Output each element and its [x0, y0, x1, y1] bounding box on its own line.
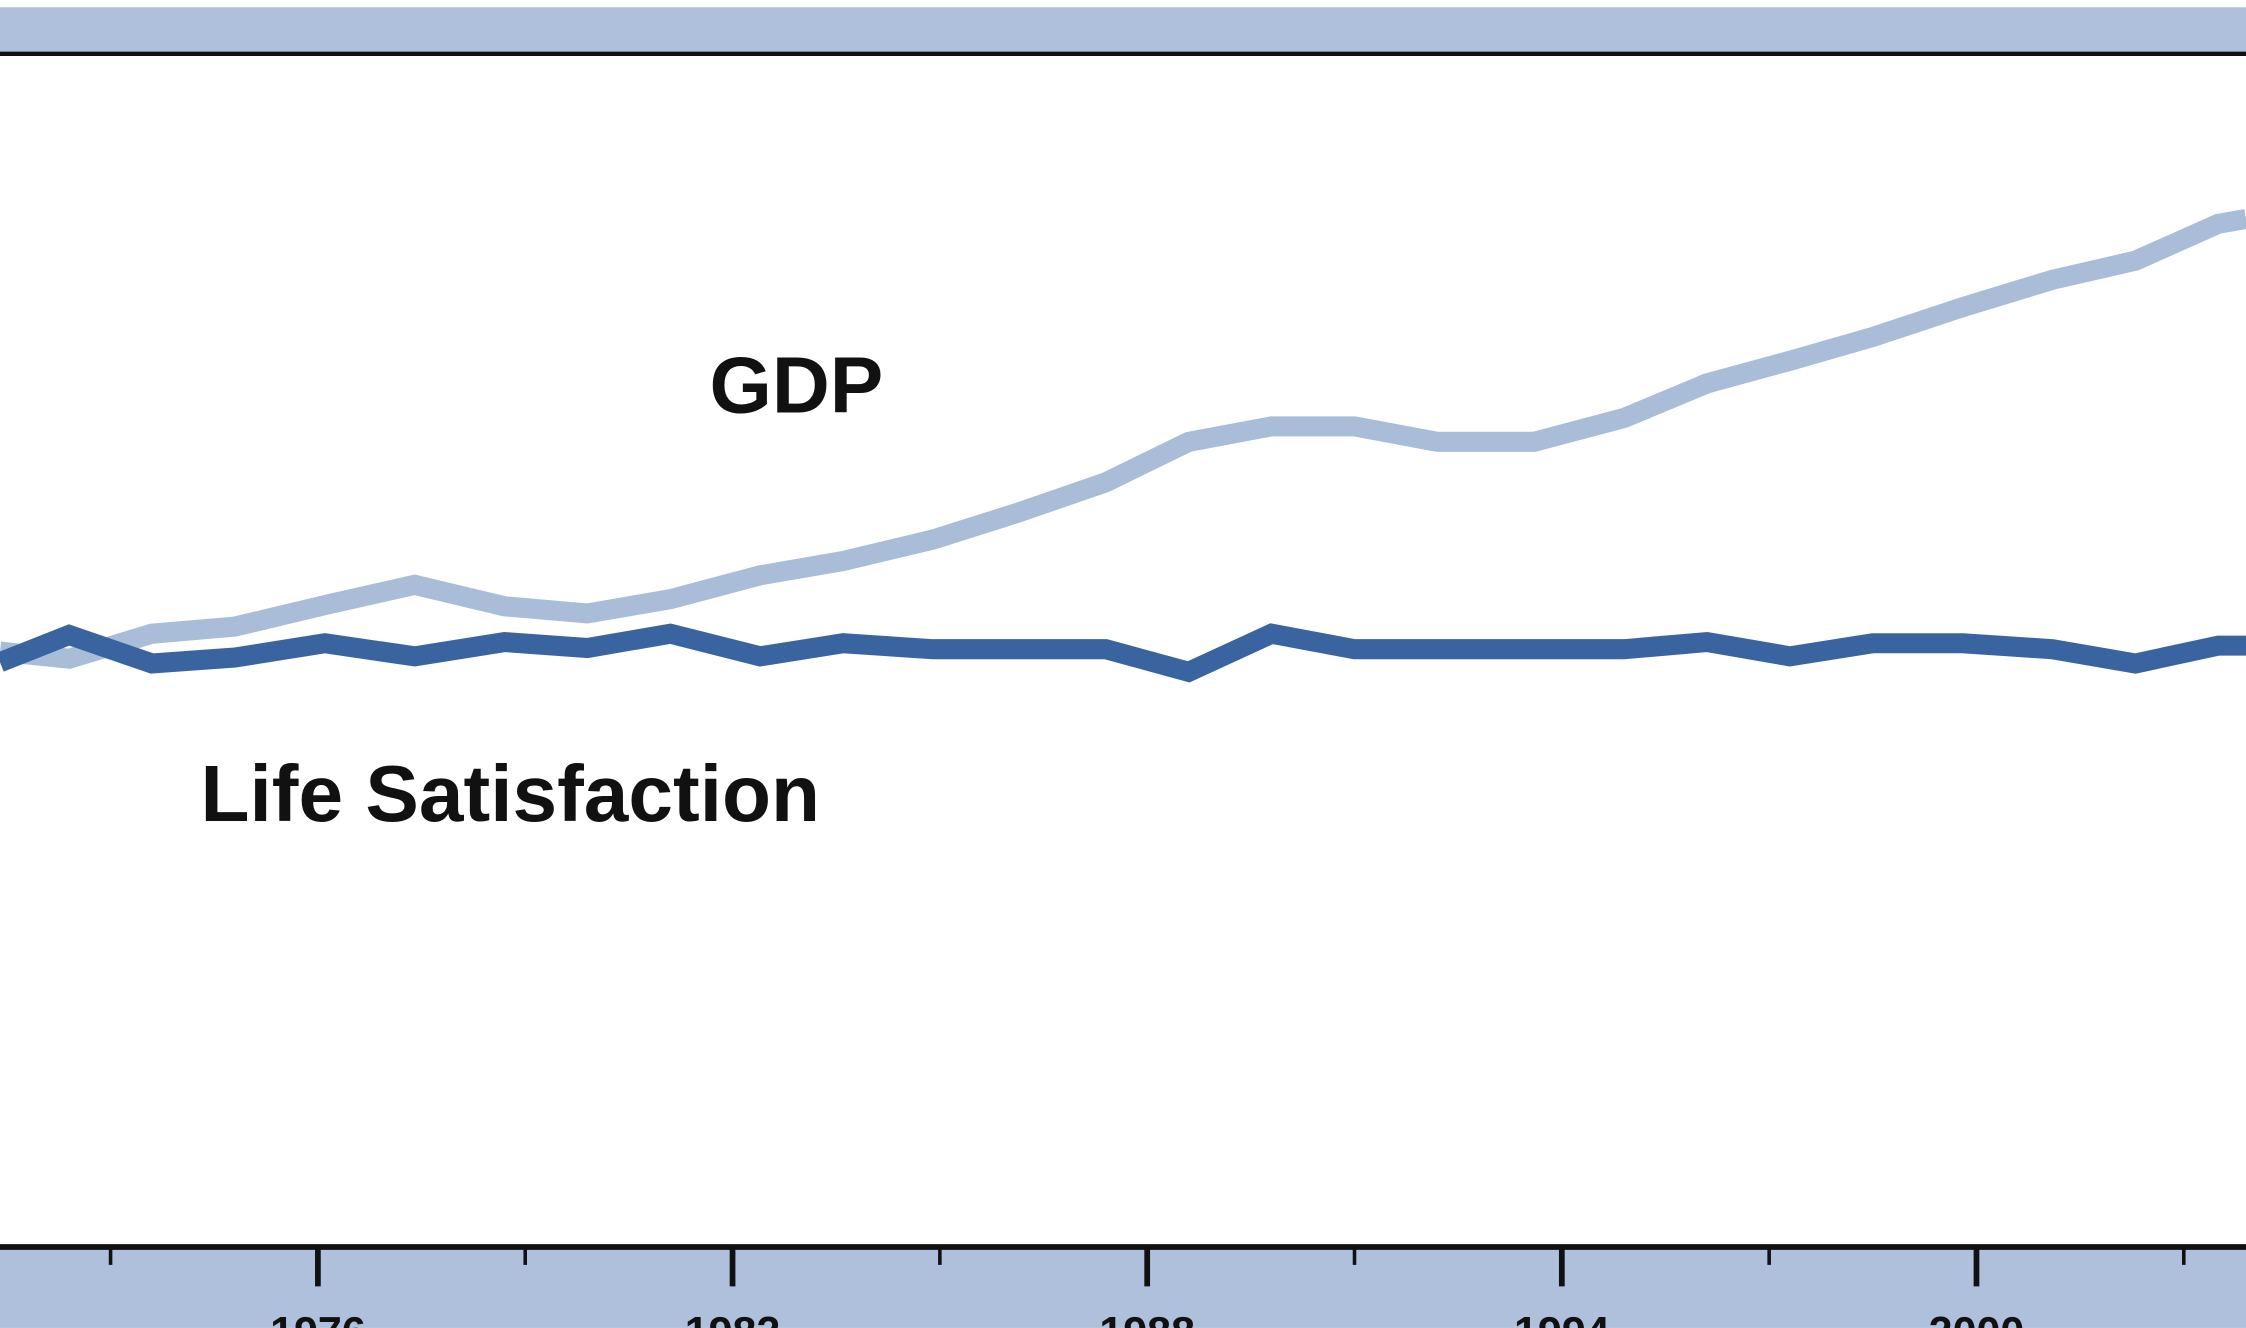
x-tick-label: 1982	[685, 1309, 781, 1328]
x-tick-label: 1994	[1514, 1309, 1610, 1328]
x-axis: 1976 1982 1988 1994 2000	[108, 1246, 2186, 1328]
plot-area	[0, 209, 2246, 683]
x-tick-label: 1988	[1099, 1309, 1195, 1328]
series-label: GDP	[710, 340, 884, 430]
x-tick-label: 2000	[1929, 1309, 2025, 1328]
line-series	[0, 623, 2246, 683]
top-band	[0, 7, 2246, 54]
series-label: Life Satisfaction	[201, 748, 820, 838]
line-series	[0, 209, 2246, 669]
x-tick-label: 1976	[270, 1309, 366, 1328]
axis-band	[0, 1247, 2246, 1328]
